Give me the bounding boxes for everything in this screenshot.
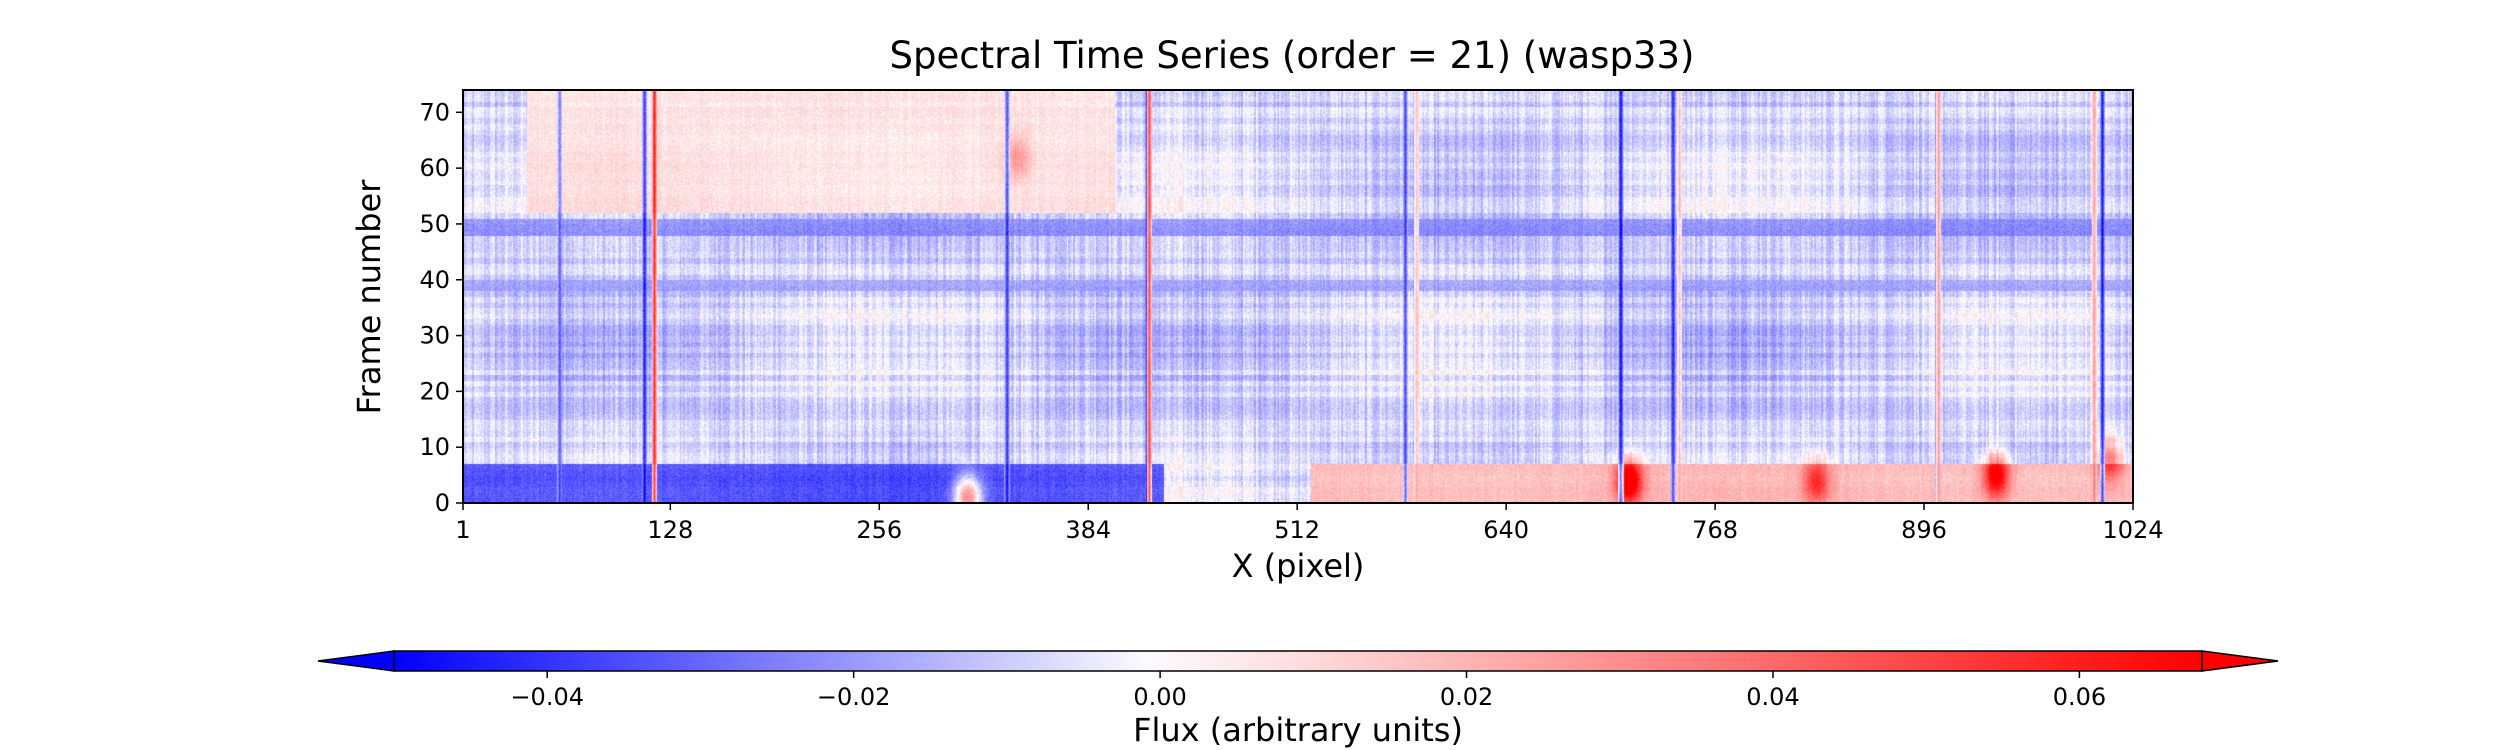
x-tick-label: 128 — [647, 516, 693, 544]
y-tick-label: 50 — [419, 210, 450, 238]
y-axis: 0 10 20 30 40 50 60 70 — [419, 98, 463, 517]
x-tick-label: 1024 — [2102, 516, 2163, 544]
x-tick-label: 256 — [856, 516, 902, 544]
colorbar-tick-label: −0.02 — [817, 683, 891, 711]
x-tick-label: 896 — [1901, 516, 1947, 544]
colorbar-tick-label: 0.04 — [1746, 683, 1799, 711]
y-tick-label: 40 — [419, 266, 450, 294]
heatmap-image — [463, 90, 2133, 503]
heatmap-plot-area — [462, 89, 2134, 504]
colorbar-ticks: −0.04 −0.02 0.00 0.02 0.04 0.06 — [510, 671, 2106, 711]
y-tick-label: 30 — [419, 322, 450, 350]
colorbar-tick-label: −0.04 — [510, 683, 584, 711]
colorbar: −0.04 −0.02 0.00 0.02 0.04 0.06 Flux (arbitra… — [317, 650, 2279, 749]
x-axis: 1 128 256 384 512 640 768 896 1024 — [455, 503, 2164, 544]
plot-frame — [462, 89, 2134, 504]
x-tick-label: 640 — [1483, 516, 1529, 544]
colorbar-tick-label: 0.00 — [1133, 683, 1186, 711]
colorbar-label: Flux (arbitrary units) — [1133, 711, 1463, 749]
x-axis-label: X (pixel) — [1232, 547, 1365, 585]
y-axis-label: Frame number — [350, 179, 388, 415]
colorbar-extend-high — [2201, 650, 2279, 672]
y-tick-label: 70 — [419, 98, 450, 126]
y-tick-label: 0 — [435, 489, 450, 517]
x-tick-label: 512 — [1274, 516, 1320, 544]
colorbar-gradient — [393, 650, 2203, 672]
chart-title: Spectral Time Series (order = 21) (wasp3… — [890, 34, 1695, 77]
colorbar-tick-label: 0.02 — [1440, 683, 1493, 711]
y-tick-label: 20 — [419, 377, 450, 405]
x-tick-label: 384 — [1065, 516, 1111, 544]
y-tick-label: 10 — [419, 433, 450, 461]
y-tick-label: 60 — [419, 154, 450, 182]
x-tick-label: 1 — [455, 516, 470, 544]
colorbar-extend-low — [317, 650, 395, 672]
x-tick-label: 768 — [1692, 516, 1738, 544]
colorbar-tick-label: 0.06 — [2053, 683, 2106, 711]
